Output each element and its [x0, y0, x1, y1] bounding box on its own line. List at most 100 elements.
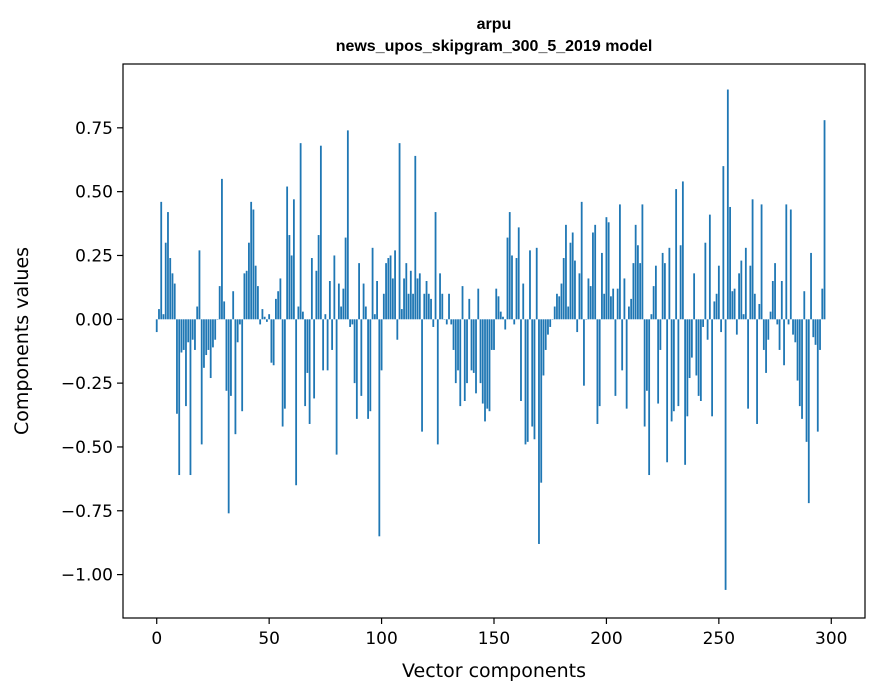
bar-74	[322, 319, 325, 371]
bar-120	[425, 281, 428, 320]
bar-157	[508, 212, 511, 320]
bar-12	[182, 319, 185, 350]
bar-196	[596, 319, 599, 424]
bar-294	[816, 319, 819, 432]
bar-146	[484, 319, 486, 422]
bar-68	[308, 319, 311, 424]
bar-262	[744, 247, 747, 320]
bar-169	[535, 247, 538, 320]
bar-213	[634, 224, 637, 320]
bar-148	[488, 319, 491, 412]
bar-25	[212, 319, 214, 348]
bar-236	[686, 319, 689, 417]
bar-186	[574, 260, 576, 320]
bar-134	[457, 319, 459, 371]
bar-212	[632, 263, 635, 320]
bar-35	[234, 319, 237, 435]
bar-209	[625, 319, 628, 409]
bar-259	[738, 273, 740, 320]
bar-221	[652, 286, 655, 320]
bar-297	[823, 120, 826, 320]
bar-133	[454, 319, 457, 384]
bar-238	[690, 319, 693, 358]
x-axis-label: Vector components	[402, 660, 586, 682]
bar-92	[362, 283, 365, 320]
bar-42	[250, 201, 253, 320]
bar-231	[675, 189, 678, 320]
bar-93	[364, 306, 367, 320]
bar-151	[495, 288, 498, 320]
y-tick-label: −0.25	[61, 374, 113, 394]
bar-239	[693, 273, 696, 320]
bar-285	[796, 319, 799, 381]
bar-156	[506, 237, 509, 320]
bar-147	[486, 319, 489, 409]
bar-220	[650, 314, 653, 320]
bar-195	[594, 224, 597, 320]
bar-142	[475, 319, 477, 394]
bar-61	[292, 199, 295, 320]
bar-217	[643, 319, 646, 427]
bar-21	[203, 319, 205, 368]
bar-180	[560, 283, 563, 320]
bar-58	[286, 186, 289, 320]
bar-51	[270, 319, 273, 363]
bar-172	[542, 319, 545, 376]
bar-200	[605, 217, 608, 320]
bar-194	[592, 232, 594, 320]
bar-112	[407, 293, 410, 320]
bar-168	[533, 319, 536, 440]
x-tick-label: 200	[590, 629, 622, 649]
bar-187	[576, 319, 579, 333]
bar-181	[562, 258, 565, 320]
bar-43	[252, 209, 255, 320]
bar-82	[340, 306, 342, 320]
bar-235	[684, 319, 687, 465]
bar-55	[279, 278, 282, 320]
bar-64	[299, 143, 302, 320]
bar-84	[344, 237, 347, 320]
bar-258	[735, 319, 738, 335]
bar-143	[477, 288, 480, 320]
bar-261	[742, 314, 745, 320]
bar-117	[418, 273, 421, 320]
bar-280	[785, 204, 788, 320]
bar-6	[169, 258, 172, 320]
bar-129	[445, 319, 448, 325]
bar-274	[771, 281, 774, 320]
bar-100	[380, 319, 383, 371]
bar-56	[281, 319, 284, 427]
bar-40	[245, 270, 248, 320]
bar-108	[398, 143, 401, 320]
bar-275	[774, 263, 776, 320]
bar-103	[387, 258, 390, 320]
bar-163	[522, 283, 525, 320]
bar-288	[803, 291, 806, 320]
bar-59	[288, 235, 291, 320]
bar-113	[409, 270, 412, 320]
bar-29	[221, 178, 223, 320]
bar-54	[277, 291, 280, 320]
bar-184	[569, 242, 572, 320]
bar-293	[814, 319, 817, 345]
bar-247	[711, 319, 713, 417]
bar-208	[623, 278, 626, 320]
bar-20	[200, 319, 203, 445]
bar-45	[257, 286, 259, 320]
plot-area	[122, 63, 866, 619]
bar-9	[176, 319, 178, 414]
y-tick-label: −0.50	[61, 438, 113, 458]
bar-66	[304, 319, 307, 407]
bar-10	[178, 319, 181, 476]
bar-246	[708, 214, 711, 320]
bar-228	[668, 247, 671, 320]
bar-271	[765, 319, 767, 373]
x-tick-label: 150	[478, 629, 510, 649]
bar-249	[715, 293, 718, 320]
bar-219	[648, 319, 651, 476]
bar-250	[717, 265, 720, 320]
bar-105	[391, 278, 394, 320]
bar-223	[657, 319, 660, 404]
bar-207	[621, 319, 624, 371]
bar-119	[423, 293, 426, 320]
